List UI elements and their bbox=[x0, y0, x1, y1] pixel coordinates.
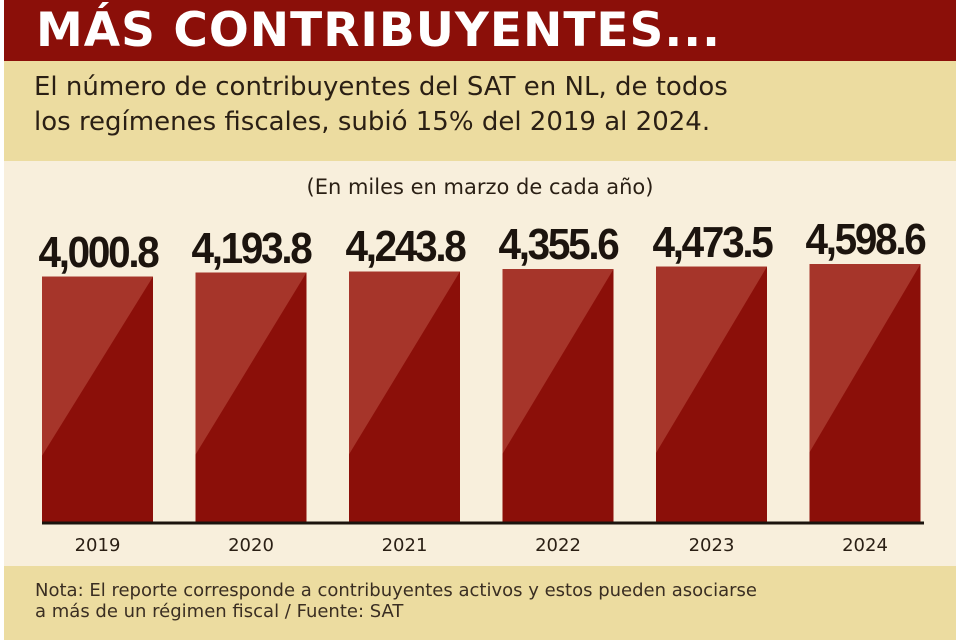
year-label: 2019 bbox=[74, 535, 121, 556]
bar-2023 bbox=[656, 266, 767, 522]
year-label: 2024 bbox=[842, 535, 888, 556]
value-label: 4,473.5 bbox=[652, 217, 773, 267]
title-band: MÁS CONTRIBUYENTES... bbox=[4, 0, 956, 61]
units-label: (En miles en marzo de cada año) bbox=[306, 175, 654, 199]
year-label: 2021 bbox=[381, 535, 428, 556]
bar-chart: (En miles en marzo de cada año) 4,000.8 2… bbox=[4, 161, 956, 566]
bar-2020 bbox=[195, 272, 307, 522]
bar-shade bbox=[809, 264, 921, 453]
bar-shade bbox=[349, 271, 460, 455]
bar-2021 bbox=[349, 271, 460, 522]
page-title: MÁS CONTRIBUYENTES... bbox=[36, 3, 721, 58]
value-label: 4,000.8 bbox=[38, 227, 159, 277]
note-line-1: Nota: El reporte corresponde a contribuy… bbox=[35, 580, 757, 601]
value-label: 4,355.6 bbox=[498, 220, 620, 270]
note-band: Nota: El reporte corresponde a contribuy… bbox=[4, 566, 956, 640]
subtitle-line-2: los regímenes fiscales, subió 15% del 20… bbox=[34, 107, 711, 137]
bar-2022 bbox=[502, 269, 614, 522]
note-line-2: a más de un régimen fiscal / Fuente: SAT bbox=[35, 601, 404, 622]
year-label: 2023 bbox=[688, 535, 735, 556]
value-label: 4,598.6 bbox=[805, 215, 927, 264]
bar-2019 bbox=[42, 276, 153, 522]
subtitle-band: El número de contribuyentes del SAT en N… bbox=[4, 61, 956, 161]
year-label: 2020 bbox=[228, 535, 274, 556]
bar-shade bbox=[42, 276, 153, 456]
bar-2024 bbox=[809, 264, 921, 522]
bar-shade bbox=[195, 272, 307, 455]
year-label: 2022 bbox=[535, 535, 581, 556]
value-label: 4,243.8 bbox=[345, 222, 466, 272]
value-label: 4,193.8 bbox=[191, 223, 313, 273]
subtitle-line-1: El número de contribuyentes del SAT en N… bbox=[34, 72, 728, 102]
chart-canvas bbox=[42, 264, 924, 525]
